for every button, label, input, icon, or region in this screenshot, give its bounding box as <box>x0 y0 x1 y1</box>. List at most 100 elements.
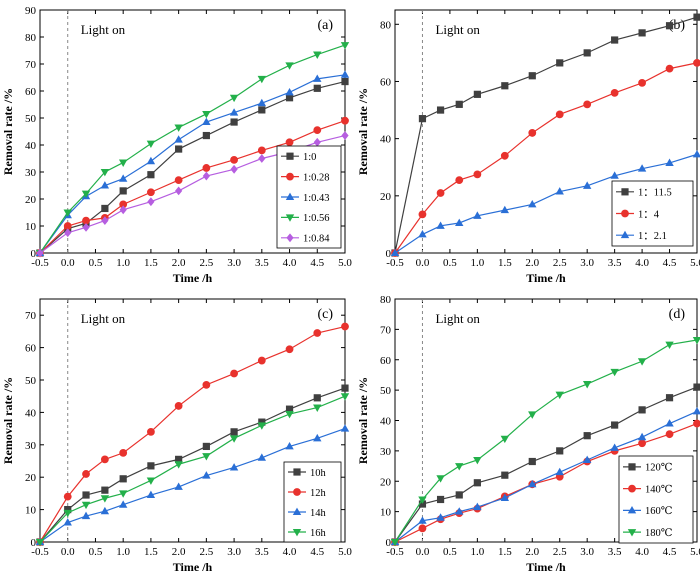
data-point <box>118 159 128 167</box>
data-point <box>313 137 321 147</box>
x-tick-label: 0.5 <box>89 257 103 269</box>
data-point <box>665 419 674 427</box>
data-point <box>638 439 646 448</box>
data-point <box>146 477 156 485</box>
series-3 <box>35 393 350 547</box>
y-tick-label: 10 <box>25 505 37 517</box>
legend-label: 10h <box>310 468 327 479</box>
data-point <box>611 421 619 429</box>
legend-marker <box>627 505 637 514</box>
data-point <box>175 186 183 196</box>
legend-label: 16h <box>310 528 327 539</box>
data-point <box>174 482 183 490</box>
data-point <box>230 118 238 126</box>
legend-marker <box>621 188 629 196</box>
x-tick-label: 1.0 <box>470 257 484 269</box>
panel-label: (d) <box>669 307 686 322</box>
data-point <box>436 475 445 483</box>
data-point <box>147 188 155 197</box>
legend-marker <box>285 192 295 200</box>
legend-label: 120℃ <box>645 463 673 474</box>
x-tick-label: 1.0 <box>116 257 130 269</box>
data-point <box>119 200 128 209</box>
data-point <box>473 211 482 219</box>
x-tick-label: 5.0 <box>338 546 352 558</box>
data-point <box>665 22 674 30</box>
light-on-label: Light on <box>81 22 126 37</box>
y-tick-label: 50 <box>380 385 392 397</box>
series-3 <box>35 42 350 258</box>
data-point <box>455 463 464 471</box>
data-point <box>174 124 183 132</box>
panel-0: -0.5 0.0 0.5 1.0 1.5 2.0 2.5 3.0 3.5 4.0 4.5 5.0 0 10… <box>1 5 352 285</box>
x-tick-label: 3.5 <box>608 257 622 269</box>
y-axis-title: Removal rate /% <box>1 88 15 175</box>
y-tick-label: 70 <box>25 59 37 71</box>
data-point <box>473 479 481 487</box>
legend-marker <box>286 233 294 243</box>
x-tick-label: 2.0 <box>172 546 186 558</box>
legend-marker <box>627 529 637 537</box>
data-point <box>436 495 445 504</box>
series-2 <box>390 149 700 256</box>
legend-label: 1：2.1 <box>638 231 667 242</box>
data-point <box>146 156 156 165</box>
data-point <box>340 70 350 78</box>
data-point <box>665 394 674 402</box>
data-point <box>257 98 267 107</box>
data-point <box>313 433 322 442</box>
x-tick-label: 3.0 <box>580 257 594 269</box>
data-point <box>637 358 647 366</box>
data-point <box>118 490 128 498</box>
data-point <box>455 491 463 499</box>
panel-1: -0.5 0.0 0.5 1.0 1.5 2.0 2.5 3.0 3.5 4.0 4.5 5.0 0 20… <box>356 9 700 285</box>
legend-label: 1：4 <box>638 209 660 220</box>
y-tick-label: 40 <box>380 416 392 428</box>
data-point <box>82 491 90 499</box>
data-point <box>119 205 127 215</box>
data-point <box>610 89 619 97</box>
legend-label: 1：11.5 <box>638 188 672 199</box>
data-point <box>341 322 349 331</box>
series-1 <box>391 58 700 257</box>
y-tick-label: 20 <box>25 194 37 206</box>
data-point <box>340 424 350 432</box>
data-point <box>665 341 674 349</box>
x-tick-label: -0.5 <box>386 257 404 269</box>
x-tick-label: -0.5 <box>31 546 49 558</box>
data-point <box>473 170 482 179</box>
data-point <box>63 518 72 526</box>
data-point <box>63 209 72 217</box>
y-axis-title: Removal rate /% <box>1 377 15 464</box>
y-tick-label: 40 <box>380 134 392 146</box>
data-point <box>257 75 267 84</box>
x-tick-label: 5.0 <box>690 257 700 269</box>
legend: 120℃ 140℃ 160℃ 180℃ <box>618 455 694 544</box>
data-point <box>418 230 427 238</box>
data-point <box>313 329 322 337</box>
data-point <box>202 442 210 451</box>
y-axis-title: Removal rate /% <box>356 377 370 464</box>
legend: 1:0 1:0.28 1:0.43 1:0.56 1:0.84 <box>276 145 342 249</box>
x-axis-title: Time /h <box>173 271 213 285</box>
legend-marker <box>293 468 301 476</box>
data-point <box>258 106 266 114</box>
data-point <box>147 427 155 436</box>
light-on-label: Light on <box>435 311 480 326</box>
data-point <box>501 471 509 479</box>
legend-label: 1:0.56 <box>303 213 330 224</box>
data-point <box>341 116 349 125</box>
data-point <box>100 169 110 177</box>
data-point <box>202 164 211 172</box>
y-tick-label: 0 <box>386 248 392 260</box>
y-tick-label: 0 <box>31 248 37 260</box>
y-tick-label: 80 <box>380 19 392 31</box>
y-tick-label: 20 <box>380 476 392 488</box>
data-point <box>285 138 294 147</box>
data-point <box>610 443 619 451</box>
x-tick-label: 1.0 <box>470 546 484 558</box>
data-point <box>63 222 72 230</box>
data-point <box>202 117 211 126</box>
series-2 <box>390 406 700 545</box>
series-3 <box>390 337 700 547</box>
